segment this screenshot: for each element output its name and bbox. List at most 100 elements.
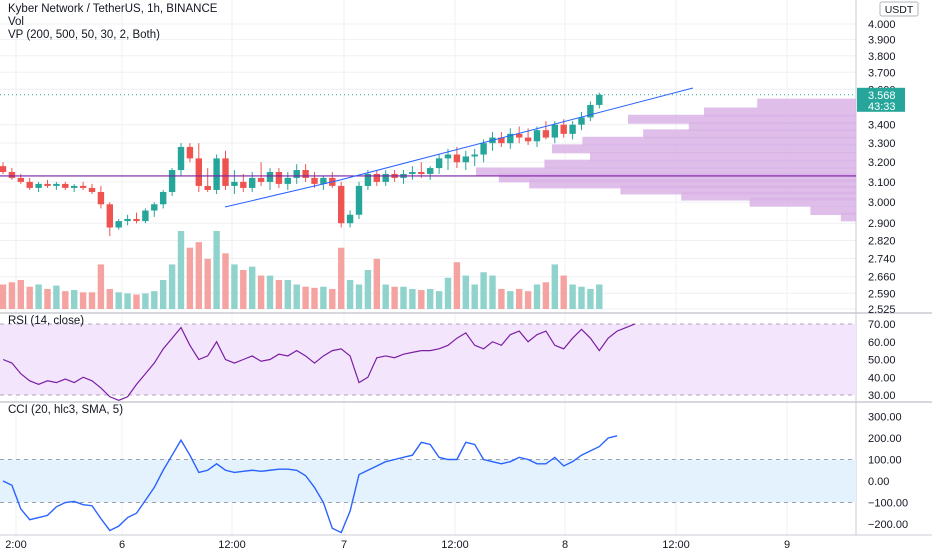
candle[interactable] bbox=[507, 128, 514, 149]
trendline-drawing[interactable] bbox=[224, 87, 694, 208]
candle-body bbox=[88, 187, 96, 192]
candle[interactable] bbox=[373, 170, 380, 186]
cci-legend[interactable]: CCI (20, hlc3, SMA, 5) bbox=[8, 404, 124, 416]
candle[interactable] bbox=[284, 171, 291, 190]
candle[interactable] bbox=[516, 126, 523, 144]
candle[interactable] bbox=[160, 189, 167, 209]
candle[interactable] bbox=[578, 112, 585, 131]
candle[interactable] bbox=[240, 173, 247, 192]
candle[interactable] bbox=[168, 168, 176, 197]
candle[interactable] bbox=[71, 183, 78, 192]
candle[interactable] bbox=[53, 181, 60, 190]
candle[interactable] bbox=[320, 175, 327, 190]
candle[interactable] bbox=[97, 185, 105, 209]
time-tick-label: 8 bbox=[562, 539, 568, 550]
volume-bar bbox=[293, 284, 300, 309]
candle-body bbox=[231, 181, 238, 186]
candle[interactable] bbox=[569, 121, 576, 140]
candle[interactable] bbox=[222, 150, 229, 190]
candle-body bbox=[435, 158, 443, 169]
candle[interactable] bbox=[115, 218, 122, 230]
currency-badge[interactable]: USDT bbox=[879, 1, 919, 17]
candle[interactable] bbox=[346, 210, 354, 228]
candle[interactable] bbox=[533, 126, 541, 147]
candle[interactable] bbox=[293, 164, 300, 184]
candle[interactable] bbox=[462, 150, 469, 171]
candle[interactable] bbox=[329, 171, 336, 188]
price-tick-label: 3.900 bbox=[868, 35, 896, 47]
candle[interactable] bbox=[480, 139, 487, 163]
candle[interactable] bbox=[560, 119, 567, 138]
volume-bar bbox=[249, 266, 256, 309]
volume-bar bbox=[177, 231, 185, 309]
symbol-title[interactable]: Kyber Network / TetherUS, 1h, BINANCE bbox=[8, 3, 218, 15]
candle[interactable] bbox=[498, 132, 505, 147]
rsi-line bbox=[2, 323, 636, 401]
candle[interactable] bbox=[231, 170, 238, 195]
candle[interactable] bbox=[338, 181, 345, 228]
candle[interactable] bbox=[213, 154, 220, 195]
candle[interactable] bbox=[542, 121, 550, 140]
candle[interactable] bbox=[44, 179, 51, 188]
candle-body bbox=[186, 146, 194, 159]
volume-bar bbox=[62, 291, 69, 309]
candle[interactable] bbox=[302, 164, 309, 182]
candle[interactable] bbox=[257, 162, 265, 186]
candle[interactable] bbox=[489, 132, 496, 151]
candle[interactable] bbox=[311, 171, 318, 188]
candle[interactable] bbox=[275, 168, 283, 188]
candle-body bbox=[284, 177, 291, 184]
volume-profile-bar bbox=[749, 197, 856, 207]
volume-legend[interactable]: Vol bbox=[8, 16, 24, 28]
candle[interactable] bbox=[177, 143, 185, 176]
candle[interactable] bbox=[409, 166, 416, 180]
volume-bar bbox=[133, 294, 140, 309]
candle[interactable] bbox=[35, 181, 42, 192]
candle[interactable] bbox=[142, 208, 149, 224]
candle[interactable] bbox=[124, 214, 131, 226]
candle-body bbox=[115, 221, 122, 228]
candle[interactable] bbox=[79, 181, 87, 190]
candle[interactable] bbox=[382, 170, 389, 186]
candle[interactable] bbox=[26, 177, 33, 190]
price-tick-label: 3.700 bbox=[868, 67, 896, 79]
candle[interactable] bbox=[266, 168, 274, 190]
price-tick-label: 3.000 bbox=[868, 197, 896, 209]
candle[interactable] bbox=[364, 170, 372, 190]
candle[interactable] bbox=[62, 181, 69, 190]
candle[interactable] bbox=[8, 168, 16, 180]
candle[interactable] bbox=[133, 212, 140, 224]
candle[interactable] bbox=[435, 154, 443, 174]
candle[interactable] bbox=[551, 121, 558, 144]
volume-profile-legend[interactable]: VP (200, 500, 50, 30, 2, Both) bbox=[8, 29, 160, 41]
candle-body bbox=[53, 183, 60, 186]
candle[interactable] bbox=[355, 181, 363, 219]
time-tick-label: 12:00 bbox=[662, 539, 690, 550]
candle[interactable] bbox=[151, 202, 158, 217]
candle[interactable] bbox=[106, 202, 113, 237]
overlays bbox=[0, 87, 856, 208]
candle-body bbox=[471, 154, 478, 157]
candle-body bbox=[453, 154, 461, 163]
candle[interactable] bbox=[249, 171, 256, 192]
rsi-legend[interactable]: RSI (14, close) bbox=[8, 315, 85, 327]
candle[interactable] bbox=[453, 146, 461, 169]
candle[interactable] bbox=[186, 143, 194, 163]
candle[interactable] bbox=[418, 162, 425, 178]
candle[interactable] bbox=[596, 92, 603, 109]
candlesticks[interactable] bbox=[0, 92, 603, 237]
axes[interactable]: 4.0003.9003.8003.7003.6003.4003.3003.200… bbox=[5, 1, 919, 551]
candle[interactable] bbox=[471, 148, 478, 167]
candle-body bbox=[213, 158, 220, 190]
candle[interactable] bbox=[0, 162, 7, 174]
candle[interactable] bbox=[88, 183, 96, 195]
candle-body bbox=[578, 117, 585, 125]
candle[interactable] bbox=[427, 166, 434, 180]
candle[interactable] bbox=[587, 101, 594, 122]
candle[interactable] bbox=[195, 143, 202, 192]
volume-bar bbox=[168, 264, 176, 309]
candle[interactable] bbox=[204, 168, 211, 192]
